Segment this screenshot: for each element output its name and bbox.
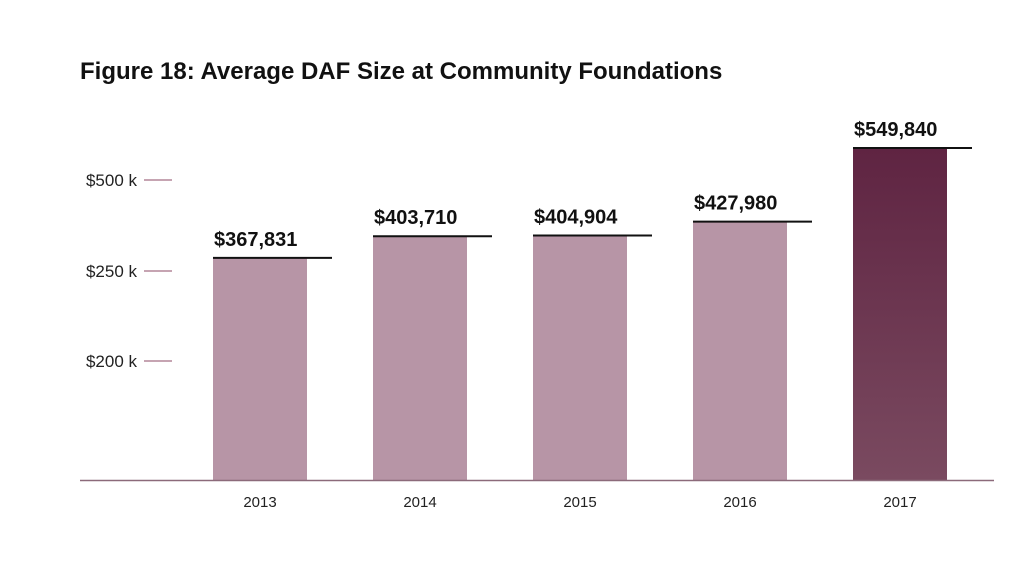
chart-title: Figure 18: Average DAF Size at Community… <box>80 58 723 85</box>
x-tick-label: 2015 <box>563 494 596 511</box>
bars <box>213 148 947 480</box>
bar-2015 <box>533 235 627 480</box>
bar-2017 <box>853 148 947 480</box>
x-tick-label: 2016 <box>723 494 756 511</box>
data-label-2013: $367,831 <box>214 229 297 251</box>
y-tick-label: $200 k <box>86 352 138 371</box>
x-tick-label: 2013 <box>243 494 276 511</box>
y-tick-label: $250 k <box>86 262 138 281</box>
x-tick-label: 2014 <box>403 494 436 511</box>
data-label-2016: $427,980 <box>694 193 777 215</box>
bar-2016 <box>693 221 787 480</box>
data-labels: $367,831 $403,710 $404,904 $427,980 $549,840 <box>213 119 972 259</box>
bar-2013 <box>213 257 307 480</box>
x-tick-label: 2017 <box>883 494 916 511</box>
y-axis: $500 k $250 k $200 k <box>86 171 172 371</box>
bar-2014 <box>373 236 467 480</box>
y-tick-label: $500 k <box>86 171 138 190</box>
data-label-2014: $403,710 <box>374 207 457 229</box>
x-axis: 2013 2014 2015 2016 2017 <box>80 479 994 511</box>
data-label-2017: $549,840 <box>854 119 937 141</box>
data-label-2015: $404,904 <box>534 207 618 229</box>
